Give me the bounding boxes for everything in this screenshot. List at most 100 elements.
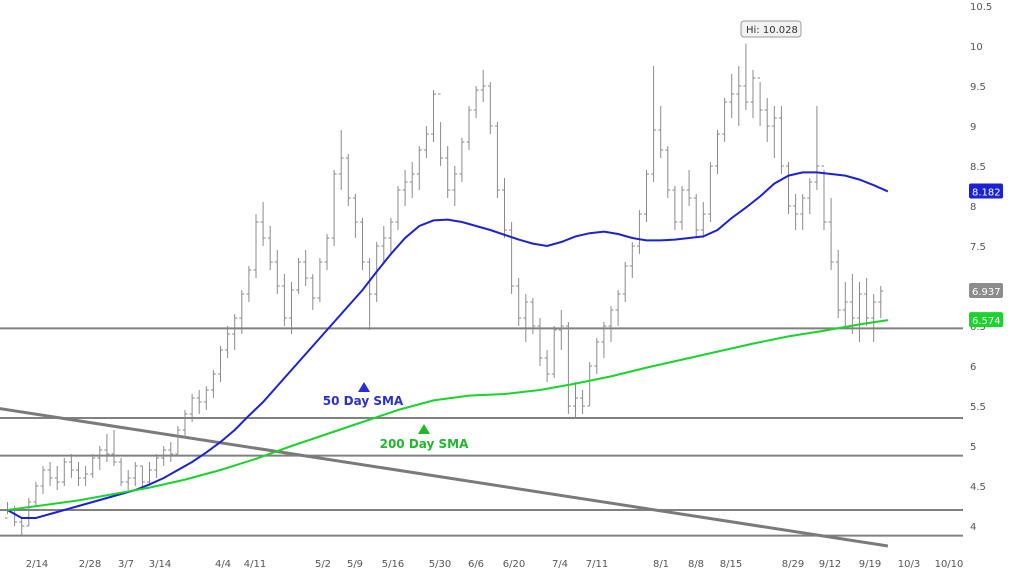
moving-averages (7, 171, 889, 519)
price-bar (76, 462, 81, 486)
price-bar (26, 498, 32, 527)
price-bar (90, 454, 96, 478)
price-bar (715, 130, 720, 174)
x-tick-label: 3/14 (149, 559, 171, 570)
price-bar (764, 98, 770, 142)
y-tick-label: 8 (970, 202, 976, 213)
price-bar (303, 250, 309, 286)
price-bar (835, 250, 841, 318)
price-bar (679, 186, 685, 230)
x-tick-label: 3/7 (118, 559, 134, 570)
annotation-triangle (358, 382, 370, 392)
y-tick-label: 9.5 (970, 82, 986, 93)
price-bar (558, 310, 564, 350)
x-tick-label: 5/30 (429, 559, 451, 570)
price-bar (161, 446, 167, 466)
price-bar (786, 162, 791, 214)
price-bar (210, 370, 216, 398)
price-bar (232, 314, 238, 350)
price-bar (644, 170, 649, 222)
price-bar (431, 90, 436, 142)
y-tick-label: 7.5 (970, 242, 986, 253)
high-label: Hi: 10.028 (740, 20, 802, 38)
y-tick-label: 5 (970, 442, 976, 453)
ma200-tag-bg (969, 312, 1003, 328)
price-bar (54, 466, 60, 490)
price-bar (438, 93, 444, 166)
price-bar (97, 446, 103, 470)
x-tick-label: 4/11 (244, 559, 266, 570)
price-bar (871, 294, 877, 342)
price-bar (147, 462, 152, 486)
price-bar (267, 226, 273, 270)
price-bar (367, 258, 373, 330)
price-bar (139, 465, 145, 490)
price-bar (743, 43, 749, 110)
x-tick-label: 6/6 (468, 559, 484, 570)
price-bar (686, 170, 692, 206)
price-bar (395, 186, 401, 230)
y-tick-label: 4 (970, 522, 976, 533)
price-bar (218, 346, 223, 382)
price-bar (345, 154, 351, 206)
price-bar (494, 122, 500, 198)
price-bar (509, 222, 515, 294)
price-bar (246, 266, 252, 302)
price-bar (225, 326, 231, 358)
x-tick-label: 8/8 (688, 559, 704, 570)
price-bar (722, 98, 728, 142)
x-tick-label: 9/19 (859, 559, 881, 570)
y-tick-label: 10.5 (970, 2, 992, 13)
downward-trendline (0, 407, 889, 548)
price-tag: 6.937 (972, 287, 1001, 298)
price-bar (388, 218, 394, 254)
x-tick-label: 10/3 (898, 559, 920, 570)
price-bar (750, 70, 756, 118)
x-tick-label: 8/15 (720, 559, 742, 570)
price-bar (842, 282, 848, 326)
x-tick-label: 4/4 (215, 559, 231, 570)
y-tick-label: 6 (970, 362, 976, 373)
price-bar (445, 146, 451, 198)
price-tag-bg (969, 283, 1003, 299)
annotation-triangle (418, 424, 430, 434)
x-tick-label: 8/29 (782, 559, 804, 570)
price-bar (707, 162, 713, 222)
price-bar (125, 470, 131, 490)
trendline (0, 407, 889, 548)
price-bar (68, 454, 74, 478)
price-bar (324, 234, 330, 270)
price-bar (310, 274, 316, 310)
price-bar (580, 390, 586, 414)
price-bar (480, 70, 486, 102)
price-bar (636, 210, 642, 254)
high-label-text: Hi: 10.028 (746, 25, 798, 36)
price-bar (608, 306, 614, 342)
price-bar (416, 146, 422, 190)
ma-line-50-day-sma (7, 171, 889, 519)
price-bar (338, 130, 344, 190)
price-bar (331, 170, 337, 246)
y-tick-label: 5.5 (970, 402, 986, 413)
price-bar (700, 202, 706, 238)
price-bars (5, 43, 884, 536)
ma-line-200-day-sma (7, 319, 889, 511)
y-tick-label: 6.5 (970, 322, 986, 333)
value-tags: 6.937 8.182 6.574 (969, 183, 1003, 328)
price-bar (409, 162, 415, 198)
y-tick-label: 8.5 (970, 162, 986, 173)
price-bar (132, 462, 138, 486)
price-bar (352, 194, 358, 238)
x-tick-label: 9/12 (819, 559, 841, 570)
price-bar (551, 326, 557, 378)
price-bar (857, 282, 862, 342)
y-tick-label: 10 (970, 42, 983, 53)
price-bar (594, 338, 600, 374)
price-bar (239, 290, 245, 334)
price-bar (601, 322, 607, 358)
price-bar (196, 390, 202, 414)
ma50-tag-bg (969, 183, 1003, 199)
x-tick-label: 6/20 (503, 559, 525, 570)
price-bar (260, 202, 266, 246)
